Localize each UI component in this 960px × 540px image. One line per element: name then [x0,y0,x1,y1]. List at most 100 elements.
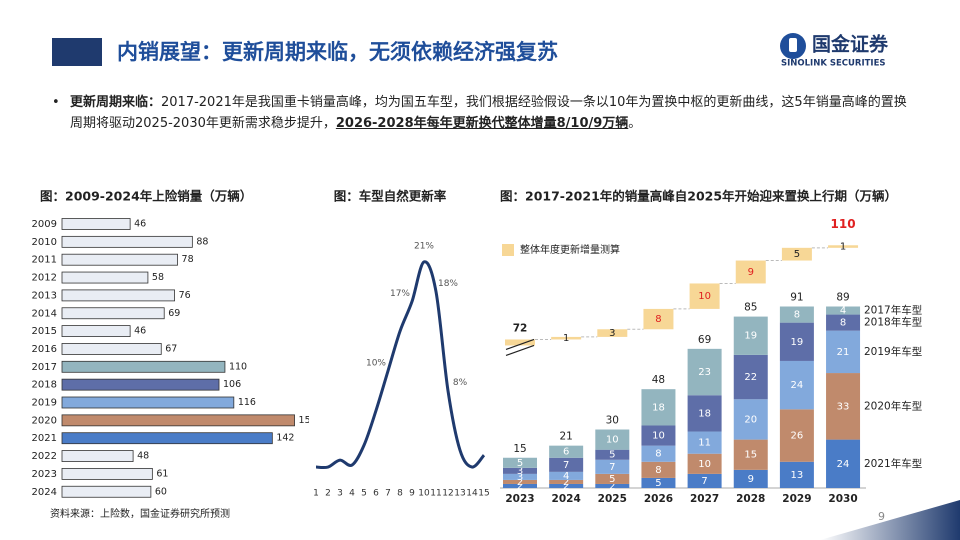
bar [61,467,153,480]
bar [61,378,220,391]
value-label: 110 [229,361,247,372]
value-label: 78 [182,254,194,265]
increment-label: 9 [748,267,754,278]
bar-segment [641,461,676,478]
logo-subtext: SINOLINK SECURITIES [781,59,886,69]
bar-segment [595,449,630,460]
increment-label: 1 [840,242,846,253]
x-tick-label: 6 [373,489,379,499]
segment-label: 19 [744,331,757,342]
segment-label: 33 [837,401,850,412]
value-label: 58 [152,272,164,283]
bar-segment [641,477,676,488]
bar-segment [503,473,537,480]
line [315,260,486,470]
segment-label: 10 [652,431,665,442]
y-tick-label: 2022 [32,451,57,462]
bar-segment [641,389,676,426]
bar-segment [503,467,537,474]
bar [61,218,131,230]
segment-label: 3 [517,466,523,477]
bar-segment [595,473,630,484]
value-label: 17% [390,289,410,299]
bullet-emphasis: 2026-2028年每年更新换代整体增量8/10/9万辆 [335,116,629,131]
segment-label: 5 [609,450,615,461]
bar-segment [779,306,814,323]
value-label: 116 [238,397,256,408]
bar [61,432,273,445]
x-tick-label: 2024 [552,493,581,505]
bar-segment [733,439,768,470]
segment-label: 8 [840,318,846,329]
bar-segment [595,429,630,450]
segment-label: 4 [840,306,846,317]
bar-segment [595,483,630,488]
bar [61,396,235,409]
x-tick-label: 12 [442,489,453,499]
y-tick-label: 2021 [32,433,57,444]
value-label: 157 [299,415,317,426]
value-label: 21% [414,241,434,251]
page-number: 9 [878,510,885,523]
segment-label: 21 [837,347,850,358]
y-tick-label: 2024 [32,487,57,498]
bar-segment [503,479,537,484]
segment-label: 20 [744,414,757,425]
segment-label: 7 [563,460,569,471]
x-tick-label: 11 [430,489,441,499]
segment-label: 15 [744,450,757,461]
break-mark [505,338,535,351]
bar [61,360,226,373]
bar-segment [826,373,861,440]
segment-label: 11 [698,438,711,449]
x-tick-label: 2027 [690,493,719,505]
x-tick-label: 2030 [828,493,857,505]
segment-label: 10 [698,459,711,470]
value-label: 10% [366,358,386,368]
legend-label: 2018年车型 [864,316,922,329]
bar [61,307,165,320]
bar-segment [733,316,768,355]
total-label: 15 [513,443,526,455]
bar-segment [687,473,722,488]
legend-label: 整体年度更新增量测算 [520,243,620,256]
legend-label: 2017年车型 [864,304,922,317]
bar-segment [779,461,814,488]
segment-label: 3 [517,472,523,483]
value-label: 18% [438,279,458,289]
y-tick-label: 2016 [32,344,57,355]
bar-segment [687,395,722,432]
increment-box [781,247,812,261]
segment-label: 8 [655,465,661,476]
segment-label: 4 [563,471,569,482]
value-label: 76 [179,290,191,301]
y-tick-label: 2023 [32,469,57,480]
segment-label: 23 [698,367,711,378]
y-tick-label: 2012 [32,273,57,284]
segment-label: 8 [794,310,800,321]
segment-label: 10 [606,435,619,446]
bar-segment [549,479,584,484]
segment-label: 2 [517,481,523,492]
bar-segment [779,360,814,410]
x-tick-label: 15 [478,489,489,499]
x-tick-label: 2029 [782,493,811,505]
y-tick-label: 2014 [32,308,57,319]
increment-box [689,283,720,309]
increment-label: 3 [609,328,615,339]
segment-label: 2 [563,481,569,492]
x-tick-label: 2025 [598,493,627,505]
increment-label: 1 [563,333,569,344]
bar-segment [549,483,584,488]
y-tick-label: 2019 [32,398,57,409]
bar [61,450,134,462]
bar-segment [779,322,814,361]
total-label: 85 [744,302,757,314]
chart-title: 图：2017-2021年的销量高峰自2025年开始迎来置换上行期（万辆） [500,189,897,204]
x-tick-label: 5 [361,489,367,499]
bar-segment [549,445,584,458]
bullet-end: 。 [628,116,642,131]
